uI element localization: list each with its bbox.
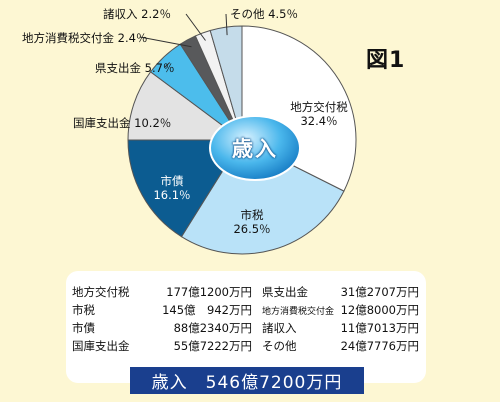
table-label: その他 (262, 339, 297, 353)
slice-label-shisai: 市債 16.1％ (153, 174, 191, 202)
table-value: 24億7776万円 (340, 339, 419, 353)
table-row: 市税 145億 942万円 地方消費税交付金 12億8000万円 (66, 302, 426, 320)
pie-slice-sonota (209, 25, 243, 141)
leader-line-sho-shunyu (185, 13, 206, 41)
table-label: 地方交付税 (72, 285, 130, 299)
center-hub (209, 115, 301, 181)
table-label: 国庫支出金 (72, 339, 130, 353)
total-revenue-bar: 歳入 546億7200万円 (130, 367, 364, 394)
table-value: 12億8000万円 (340, 303, 419, 317)
slice-label-sho-shunyu: 諸収入 2.2％ (103, 7, 171, 21)
table-row: 市債 88億2340万円 諸収入 11億7013万円 (66, 320, 426, 338)
pie-chart (127, 13, 357, 255)
table-value: 31億2707万円 (340, 285, 419, 299)
table-label: 市債 (72, 321, 95, 335)
center-title: 歳入 (232, 137, 278, 161)
table-value: 145億 942万円 (162, 303, 252, 317)
table-label: 地方消費税交付金 (262, 307, 335, 317)
pie-slice-shizei (180, 139, 345, 255)
pie-slice-shisai (127, 139, 243, 238)
table-value: 55億7222万円 (173, 339, 252, 353)
table-row: 国庫支出金 55億7222万円 その他 24億7776万円 (66, 338, 426, 356)
slice-label-chiho-shohizei-kofukin: 地方消費税交付金 2.4％ (22, 31, 148, 45)
table-row: 地方交付税 177億1200万円 県支出金 31億2707万円 (66, 284, 426, 302)
table-value: 177億1200万円 (166, 285, 252, 299)
breakdown-table: 地方交付税 177億1200万円 県支出金 31億2707万円 市税 145億 … (66, 271, 426, 383)
table-value: 88億2340万円 (173, 321, 252, 335)
pie-chart-area: 図1 地方交付税 32.4％ 市税 26.5％ 市債 16.1％ 国庫支出金 1… (22, 7, 406, 255)
slice-label-kokko-shishutsukin: 国庫支出金 10.2％ (73, 116, 172, 130)
table-value: 11億7013万円 (340, 321, 419, 335)
slice-label-chiho-kofuzei: 地方交付税 32.4％ (290, 100, 348, 128)
slice-label-sonota: その他 4.5％ (230, 7, 298, 21)
slice-label-ken-shishutsukin: 県支出金 5.7％ (95, 61, 175, 75)
table-label: 市税 (72, 303, 95, 317)
figure-label: 図1 (366, 48, 406, 73)
slice-label-shizei: 市税 26.5％ (233, 208, 271, 236)
leader-line-sonota (225, 13, 228, 36)
leader-line-chiho-shohizei-kofukin (139, 36, 192, 48)
pie-slice-kokko-shishutsukin (127, 71, 244, 141)
table-label: 県支出金 (262, 285, 308, 299)
leader-line-ken-shishutsukin (164, 62, 171, 68)
table-label: 諸収入 (262, 321, 297, 335)
